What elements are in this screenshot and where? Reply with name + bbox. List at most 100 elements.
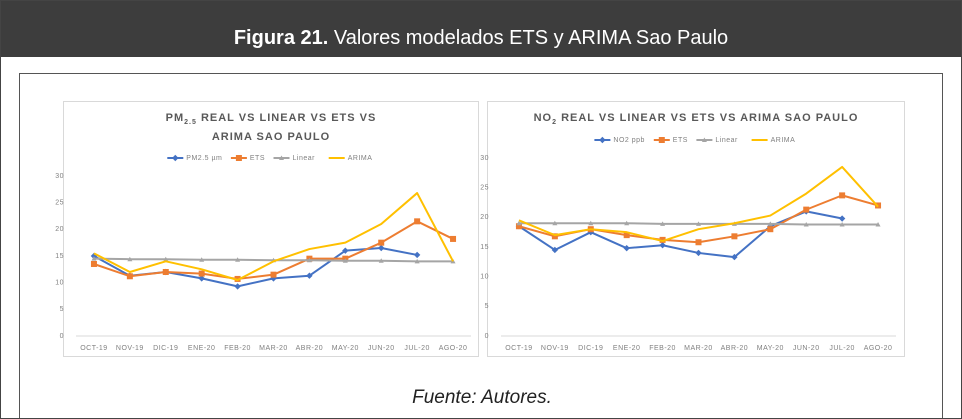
point	[599, 136, 606, 144]
legend-label: ETS	[250, 155, 265, 162]
point	[235, 257, 241, 262]
point	[731, 253, 738, 261]
y-tick-label: 25	[55, 200, 64, 207]
x-tick-label: OCT-19	[505, 345, 533, 352]
figure-box	[19, 73, 943, 418]
title-rest: REAL VS LINEAR VS ETS VS ARIMA SAO PAULO	[200, 112, 377, 144]
point	[588, 220, 594, 226]
point	[623, 232, 630, 239]
point	[803, 221, 809, 227]
point	[731, 233, 738, 240]
chart-title: NO2 REAL VS LINEAR VS ETS VS ARIMA SAO P…	[501, 111, 891, 130]
x-tick-label: DIC-19	[578, 345, 603, 352]
y-tick-label: 30	[480, 155, 489, 162]
point	[270, 271, 277, 278]
point	[162, 269, 169, 275]
point	[659, 236, 666, 243]
point	[701, 137, 707, 142]
legend-label: Linear	[715, 137, 738, 144]
point	[342, 258, 348, 263]
point	[767, 221, 773, 226]
point	[378, 244, 385, 252]
x-tick-label: AGO-20	[864, 345, 893, 352]
x-tick-label: JUL-20	[829, 345, 855, 352]
point	[198, 270, 205, 277]
legend-label: NO2 ppb	[613, 137, 645, 144]
y-tick-label: 5	[60, 306, 64, 313]
point	[875, 221, 881, 227]
legend-label: Linear	[293, 155, 316, 162]
legend-label: ARIMA	[771, 137, 796, 144]
x-tick-label: ABR-20	[296, 345, 324, 352]
point	[91, 256, 97, 261]
point	[696, 221, 701, 226]
title-main: PM	[165, 112, 185, 124]
figure-header: Figura 21. Valores modelados ETS y ARIMA…	[1, 1, 961, 57]
chart-panel	[63, 101, 479, 357]
x-tick-label: ABR-20	[721, 345, 749, 352]
chart-title: PM2.5 REAL VS LINEAR VS ETS VS ARIMA SAO…	[151, 111, 391, 145]
title-rest: REAL VS LINEAR VS ETS VS ARIMA SAO PAULO	[561, 112, 859, 124]
title-main: NO	[533, 112, 553, 124]
point	[659, 242, 666, 249]
point	[199, 257, 205, 262]
point	[378, 258, 384, 263]
source: Fuente: Autores.	[412, 387, 552, 408]
point	[414, 218, 421, 225]
point	[235, 155, 242, 161]
point	[515, 223, 522, 230]
point	[551, 246, 559, 254]
x-tick-label: NOV-19	[541, 345, 569, 352]
point	[695, 239, 702, 246]
x-tick-label: MAR-20	[684, 345, 713, 352]
y-tick-label: 5	[485, 303, 489, 310]
x-tick-label: MAY-20	[757, 345, 784, 352]
point	[306, 257, 312, 263]
figure-title: Valores modelados ETS y ARIMA Sao Paulo	[333, 27, 729, 49]
x-tick-label: ENE-20	[613, 345, 641, 352]
series-line	[93, 247, 418, 288]
point	[839, 221, 845, 227]
y-tick-label: 10	[55, 280, 64, 287]
point	[839, 192, 846, 199]
point	[414, 258, 420, 264]
figure-label: Figura 21.	[233, 27, 329, 49]
y-tick-label: 0	[60, 333, 64, 340]
point	[551, 233, 558, 240]
x-tick-label: DIC-19	[153, 345, 178, 352]
series-line	[93, 192, 454, 281]
point	[658, 137, 665, 143]
x-tick-label: AGO-20	[439, 345, 468, 352]
point	[378, 239, 385, 246]
point	[126, 273, 133, 280]
y-tick-label: 15	[480, 244, 489, 251]
point	[172, 154, 179, 162]
point	[90, 261, 97, 267]
series-line	[93, 220, 454, 280]
x-tick-label: OCT-19	[80, 345, 108, 352]
point	[127, 256, 133, 262]
x-tick-label: JUL-20	[404, 345, 430, 352]
x-tick-label: JUN-20	[368, 345, 395, 352]
point	[234, 283, 241, 290]
point	[660, 221, 666, 226]
point	[516, 220, 522, 226]
point	[198, 275, 205, 282]
point	[413, 251, 421, 259]
point	[279, 155, 284, 160]
y-tick-label: 15	[55, 253, 64, 260]
x-tick-label: MAY-20	[332, 345, 359, 352]
point	[623, 244, 630, 252]
point	[342, 247, 349, 254]
point	[803, 206, 810, 213]
y-tick-label: 10	[480, 274, 489, 281]
series-line	[518, 165, 879, 243]
y-tick-label: 30	[55, 173, 64, 180]
y-tick-label: 20	[480, 214, 489, 221]
point	[695, 249, 702, 257]
legend-label: PM2.5 µm	[186, 155, 222, 162]
point	[767, 226, 774, 233]
series-line	[518, 194, 879, 244]
